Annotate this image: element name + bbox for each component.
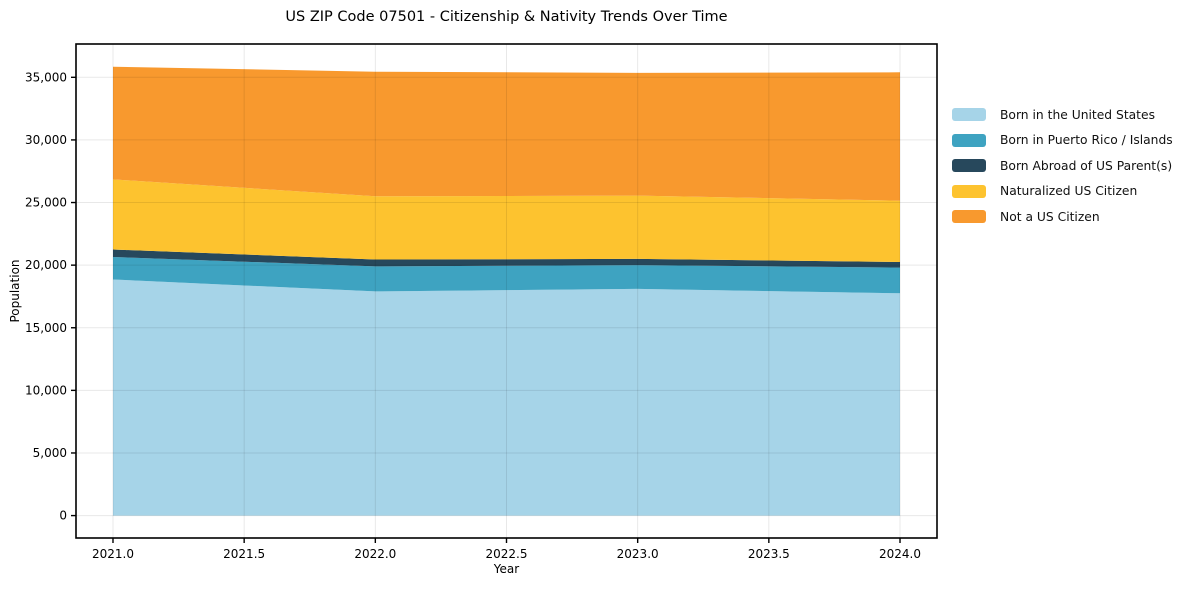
legend-label: Born Abroad of US Parent(s) — [1000, 158, 1173, 173]
legend-item-2: Born Abroad of US Parent(s) — [952, 153, 1173, 179]
x-tick-label: 2024.0 — [879, 547, 921, 561]
legend-swatch-icon — [952, 108, 986, 122]
area-series-4 — [113, 66, 900, 201]
y-tick-label: 30,000 — [25, 133, 67, 147]
x-tick-label: 2022.5 — [486, 547, 528, 561]
legend-label: Naturalized US Citizen — [1000, 184, 1138, 199]
area-series-1 — [113, 257, 900, 294]
legend-label: Born in the United States — [1000, 107, 1155, 122]
area-series-2 — [113, 249, 900, 268]
y-tick-label: 15,000 — [25, 321, 67, 335]
y-tick-label: 0 — [59, 509, 67, 523]
legend-swatch-icon — [952, 184, 986, 198]
legend-swatch-icon — [952, 159, 986, 173]
legend-item-0: Born in the United States — [952, 102, 1173, 128]
y-tick-label: 20,000 — [25, 258, 67, 272]
legend: Born in the United States Born in Puerto … — [952, 102, 1173, 230]
x-axis-label: Year — [493, 562, 520, 576]
legend-item-1: Born in Puerto Rico / Islands — [952, 128, 1173, 154]
x-tick-label: 2023.5 — [748, 547, 790, 561]
y-tick-label: 35,000 — [25, 70, 67, 84]
y-tick-label: 10,000 — [25, 383, 67, 397]
chart-title: US ZIP Code 07501 - Citizenship & Nativi… — [285, 9, 728, 25]
y-tick-label: 25,000 — [25, 196, 67, 210]
legend-item-4: Not a US Citizen — [952, 204, 1173, 230]
x-tick-label: 2021.5 — [223, 547, 265, 561]
y-axis-label: Population — [8, 259, 22, 323]
tick-layer: 0 5,000 10,000 15,000 20,000 25,000 30,000 35,0… — [25, 70, 921, 561]
legend-item-3: Naturalized US Citizen — [952, 179, 1173, 205]
grid-layer — [76, 44, 937, 538]
area-series-3 — [113, 179, 900, 262]
area-layer — [113, 66, 900, 516]
x-tick-label: 2023.0 — [617, 547, 659, 561]
y-tick-label: 5,000 — [33, 446, 67, 460]
legend-label: Born in Puerto Rico / Islands — [1000, 133, 1173, 148]
legend-swatch-icon — [952, 210, 986, 224]
x-tick-label: 2022.0 — [354, 547, 396, 561]
x-tick-label: 2021.0 — [92, 547, 134, 561]
legend-label: Not a US Citizen — [1000, 209, 1100, 224]
legend-swatch-icon — [952, 133, 986, 147]
area-series-0 — [113, 279, 900, 516]
